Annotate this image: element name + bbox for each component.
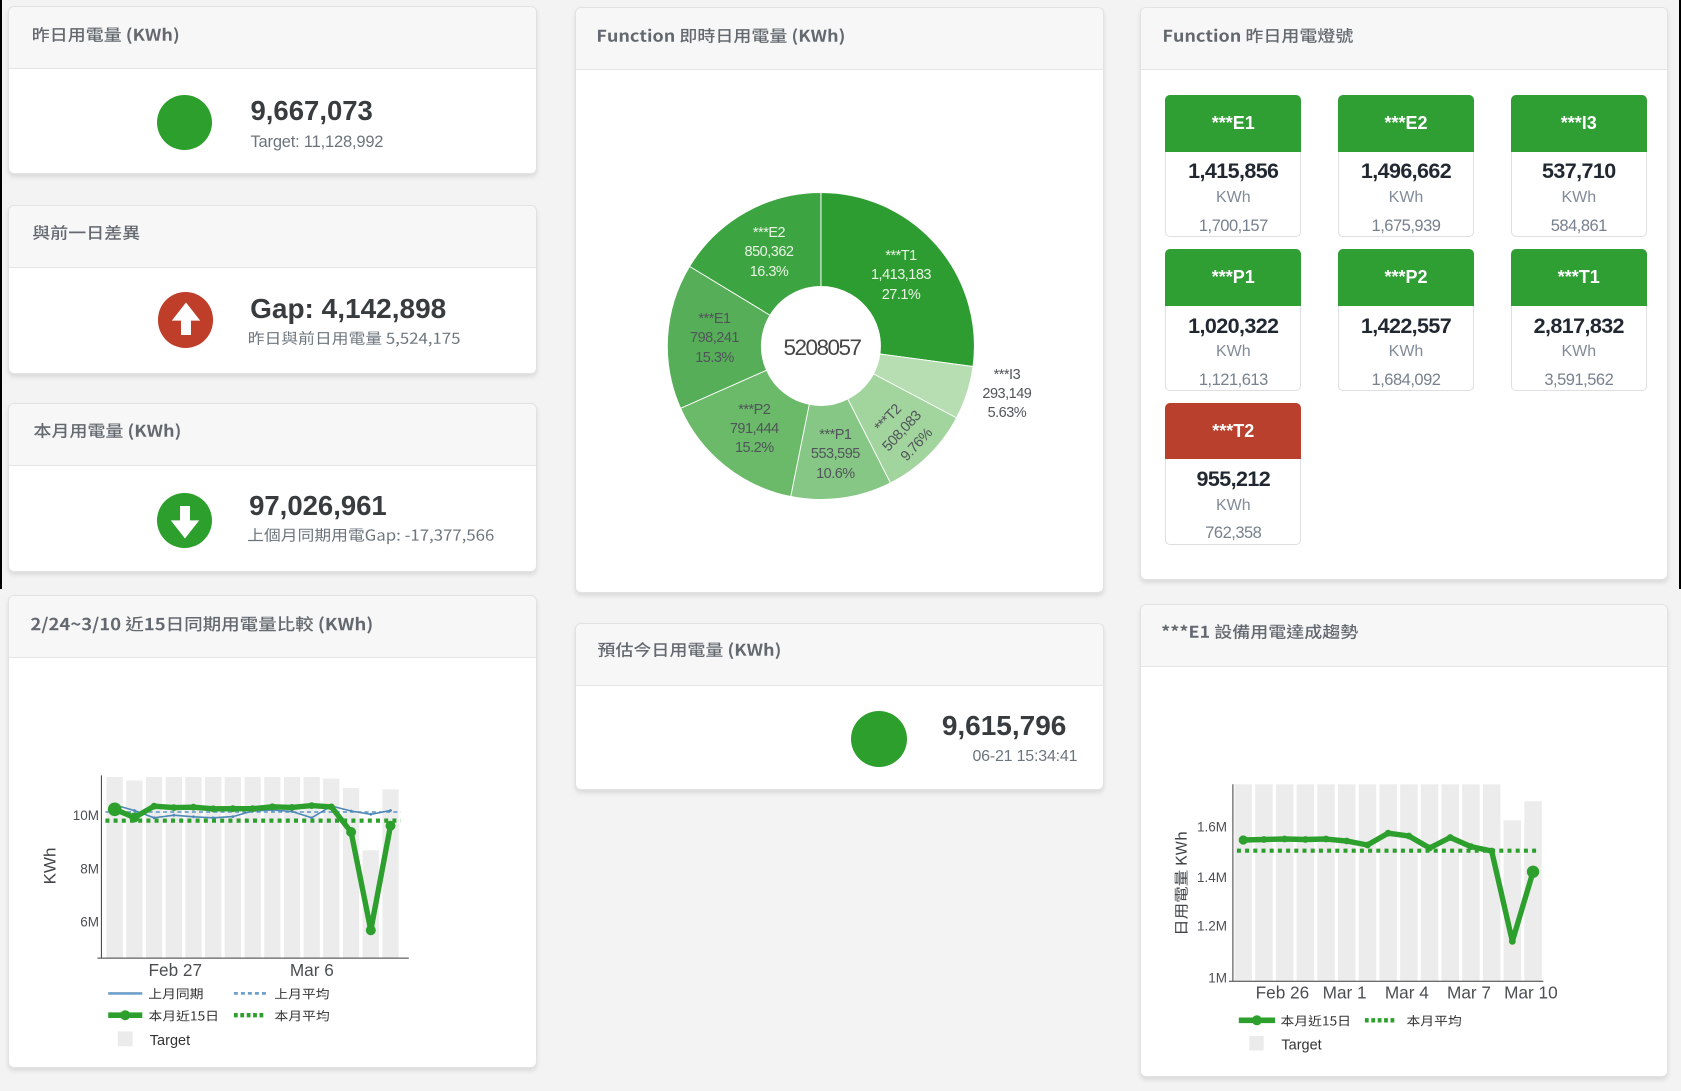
svg-text:Target: Target: [150, 1033, 190, 1049]
svg-text:Mar 4: Mar 4: [1385, 983, 1429, 1003]
svg-text:Target: Target: [1281, 1038, 1321, 1054]
svg-text:8M: 8M: [80, 862, 99, 877]
svg-text:1.2M: 1.2M: [1197, 919, 1227, 934]
svg-text:10M: 10M: [73, 808, 99, 823]
svg-text:Feb 26: Feb 26: [1256, 983, 1310, 1003]
svg-text:1.6M: 1.6M: [1197, 820, 1227, 835]
svg-text:1M: 1M: [1208, 970, 1227, 985]
svg-text:KWh: KWh: [41, 848, 60, 885]
svg-text:1.4M: 1.4M: [1197, 870, 1227, 885]
svg-text:Mar 6: Mar 6: [290, 960, 334, 980]
svg-text:Feb 27: Feb 27: [149, 960, 203, 980]
svg-text:Mar 1: Mar 1: [1323, 983, 1367, 1003]
svg-text:6M: 6M: [80, 915, 99, 930]
svg-text:Mar 7: Mar 7: [1447, 983, 1491, 1003]
svg-text:Mar 10: Mar 10: [1504, 983, 1558, 1003]
